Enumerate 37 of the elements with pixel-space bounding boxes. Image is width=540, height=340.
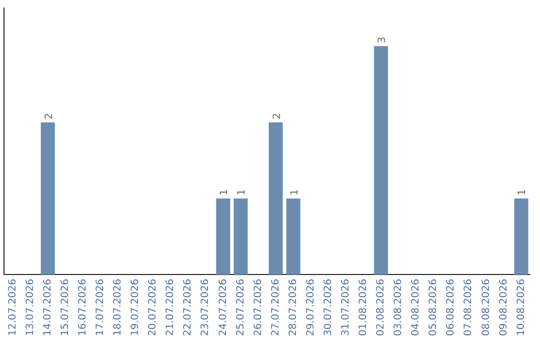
x-tick-label: 16.07.2026 — [77, 278, 88, 336]
x-tick-label: 12.07.2026 — [7, 278, 18, 336]
data-label: 1 — [236, 189, 248, 196]
x-tick-label: 21.07.2026 — [165, 278, 176, 336]
data-label: 1 — [517, 189, 528, 196]
x-tick-label: 24.07.2026 — [218, 278, 229, 336]
x-tick-label: 20.07.2026 — [148, 278, 159, 336]
x-tick-label: 03.08.2026 — [393, 278, 404, 336]
x-tick-label: 31.07.2026 — [340, 278, 352, 336]
x-tick-label: 10.08.2026 — [516, 278, 527, 336]
x-tick-label: 23.07.2026 — [200, 278, 212, 336]
x-tick-label: 18.07.2026 — [112, 278, 124, 336]
x-tick-label: 27.07.2026 — [270, 278, 282, 336]
x-tick-label: 28.07.2026 — [288, 278, 299, 336]
x-tick-label: 08.08.2026 — [480, 278, 492, 336]
x-tick-label: 22.07.2026 — [182, 278, 194, 336]
x-tick-label: 05.08.2026 — [428, 278, 440, 336]
x-tick-label: 02.08.2026 — [376, 278, 387, 336]
data-label: 3 — [376, 36, 388, 44]
x-tick-label: 13.07.2026 — [24, 278, 36, 336]
x-tick-label: 06.08.2026 — [446, 278, 457, 336]
x-tick-label: 30.07.2026 — [322, 278, 334, 336]
x-tick-label: 17.07.2026 — [95, 278, 106, 336]
x-tick-label: 29.07.2026 — [305, 278, 316, 336]
data-label: 2 — [272, 112, 283, 120]
x-tick-label: 01.08.2026 — [358, 278, 370, 336]
x-tick-label: 04.08.2026 — [410, 278, 422, 336]
x-tick-label: 19.07.2026 — [130, 278, 142, 336]
x-tick-label: 25.07.2026 — [235, 278, 246, 336]
x-tick-label: 15.07.2026 — [60, 278, 71, 336]
data-label: 1 — [289, 189, 300, 196]
x-tick-label: 26.07.2026 — [252, 278, 264, 336]
x-tick-label: 07.08.2026 — [463, 278, 474, 336]
x-tick-label: 14.07.2026 — [42, 278, 54, 336]
data-label: 1 — [219, 189, 230, 196]
x-tick-label: 09.08.2026 — [498, 278, 510, 336]
data-label: 2 — [44, 112, 55, 120]
